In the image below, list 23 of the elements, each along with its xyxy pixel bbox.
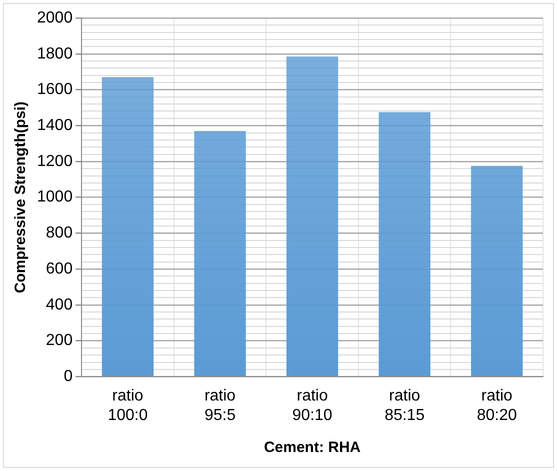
y-tick-label: 0 [64,368,73,386]
x-tick-label: ratio 100:0 [108,388,148,424]
y-tick-label: 1600 [37,81,73,98]
x-axis-title: Cement: RHA [264,439,361,456]
y-tick-label: 400 [46,296,73,314]
bar [471,166,523,376]
bar [194,130,246,376]
x-tick-label: ratio 90:10 [292,388,332,424]
y-tick-label: 1400 [37,116,73,134]
x-tick-label: ratio 95:5 [204,388,236,424]
y-tick-label: 1000 [37,188,73,206]
bar [102,77,154,376]
bar [378,112,430,376]
x-tick-label: ratio 85:15 [384,388,425,424]
y-tick-label: 800 [46,224,73,242]
y-tick-label: 2000 [37,9,73,26]
y-tick-label: 600 [46,260,73,278]
y-axis-title: Compressive Strength(psi) [12,101,30,294]
y-tick-label: 200 [46,332,73,350]
bar [286,56,338,376]
y-tick-label: 1800 [37,45,73,62]
y-tick-label: 1200 [37,152,73,170]
x-tick-label: ratio 80:20 [476,388,517,424]
